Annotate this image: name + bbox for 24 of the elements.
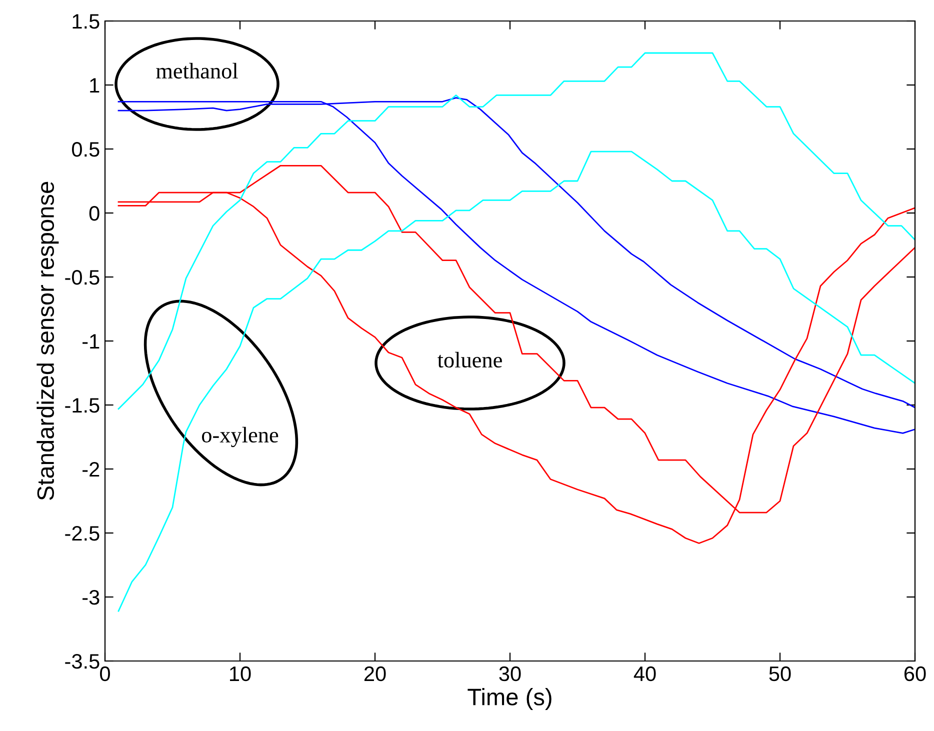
x-tick-label: 50 (769, 666, 791, 682)
y-tick-label: 0.5 (72, 142, 100, 157)
y-tick-label: -3.5 (65, 654, 100, 669)
x-tick-label: 40 (634, 666, 656, 682)
y-tick-label: -1.5 (65, 398, 100, 413)
x-tick-label: 60 (904, 666, 926, 682)
x-tick-label: 20 (364, 666, 386, 682)
y-tick-label: -1 (82, 334, 100, 349)
x-tick-label: 0 (100, 666, 110, 682)
x-tick-label: 30 (499, 666, 521, 682)
annotation: o-xylene (202, 426, 278, 448)
line-series (118, 150, 915, 612)
y-axis-title: Standardized sensor response (36, 182, 59, 500)
y-tick-label: -2.5 (65, 526, 100, 541)
x-axis-title: Time (s) (468, 688, 552, 710)
y-tick-label: 1.5 (72, 14, 100, 29)
y-tick-label: -2 (82, 462, 100, 477)
x-tick-label: 10 (230, 666, 251, 682)
y-tick-label: 0 (89, 206, 100, 221)
annotation: methanol (156, 62, 238, 79)
y-tick-label: 1 (90, 78, 100, 93)
y-tick-label: -0.5 (65, 270, 100, 285)
y-tick-label: -3 (82, 590, 100, 605)
annotation: toluene (438, 352, 502, 368)
